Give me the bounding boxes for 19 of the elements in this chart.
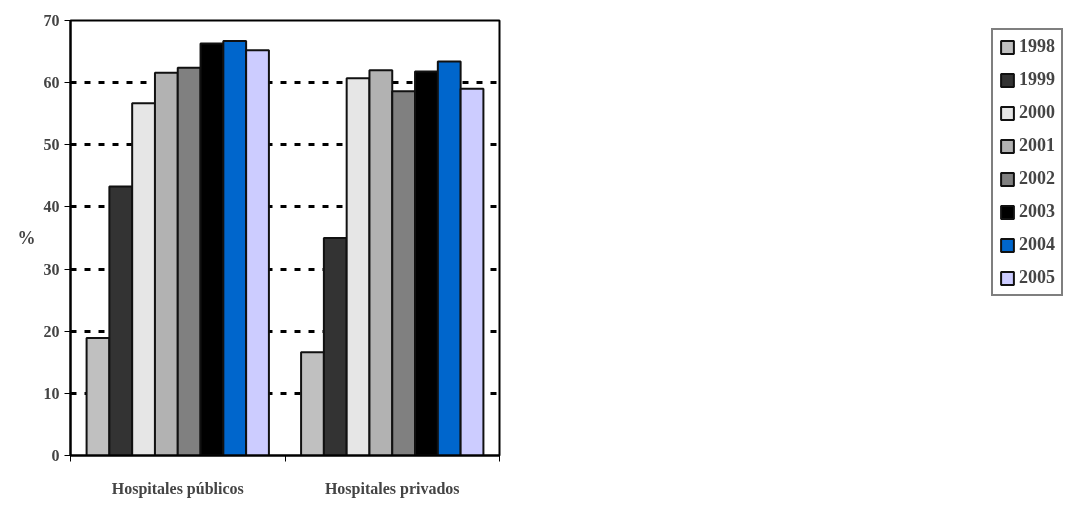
legend-label: 1998 <box>1019 36 1055 57</box>
legend-label: 2001 <box>1019 135 1055 156</box>
y-tick-label: 10 <box>43 384 60 402</box>
y-tick-label: 70 <box>43 12 60 29</box>
y-tick-label: 30 <box>43 260 60 278</box>
legend-label: 2000 <box>1019 102 1055 123</box>
legend-label: 2003 <box>1019 201 1055 222</box>
y-tick-label: 60 <box>43 74 60 92</box>
legend-label: 2002 <box>1019 168 1055 189</box>
x-tick-label: Hospitales públicos <box>111 479 244 498</box>
y-axis-title: % <box>17 228 36 248</box>
y-tick-label: 50 <box>43 136 60 154</box>
legend-label: 1999 <box>1019 69 1055 90</box>
y-tick-label: 0 <box>51 447 60 464</box>
legend-label: 2004 <box>1019 234 1055 255</box>
y-tick-label: 20 <box>43 322 60 340</box>
y-tick-label: 40 <box>43 198 60 216</box>
legend-label: 2005 <box>1019 267 1055 288</box>
x-tick-label: Hospitales privados <box>324 479 460 498</box>
